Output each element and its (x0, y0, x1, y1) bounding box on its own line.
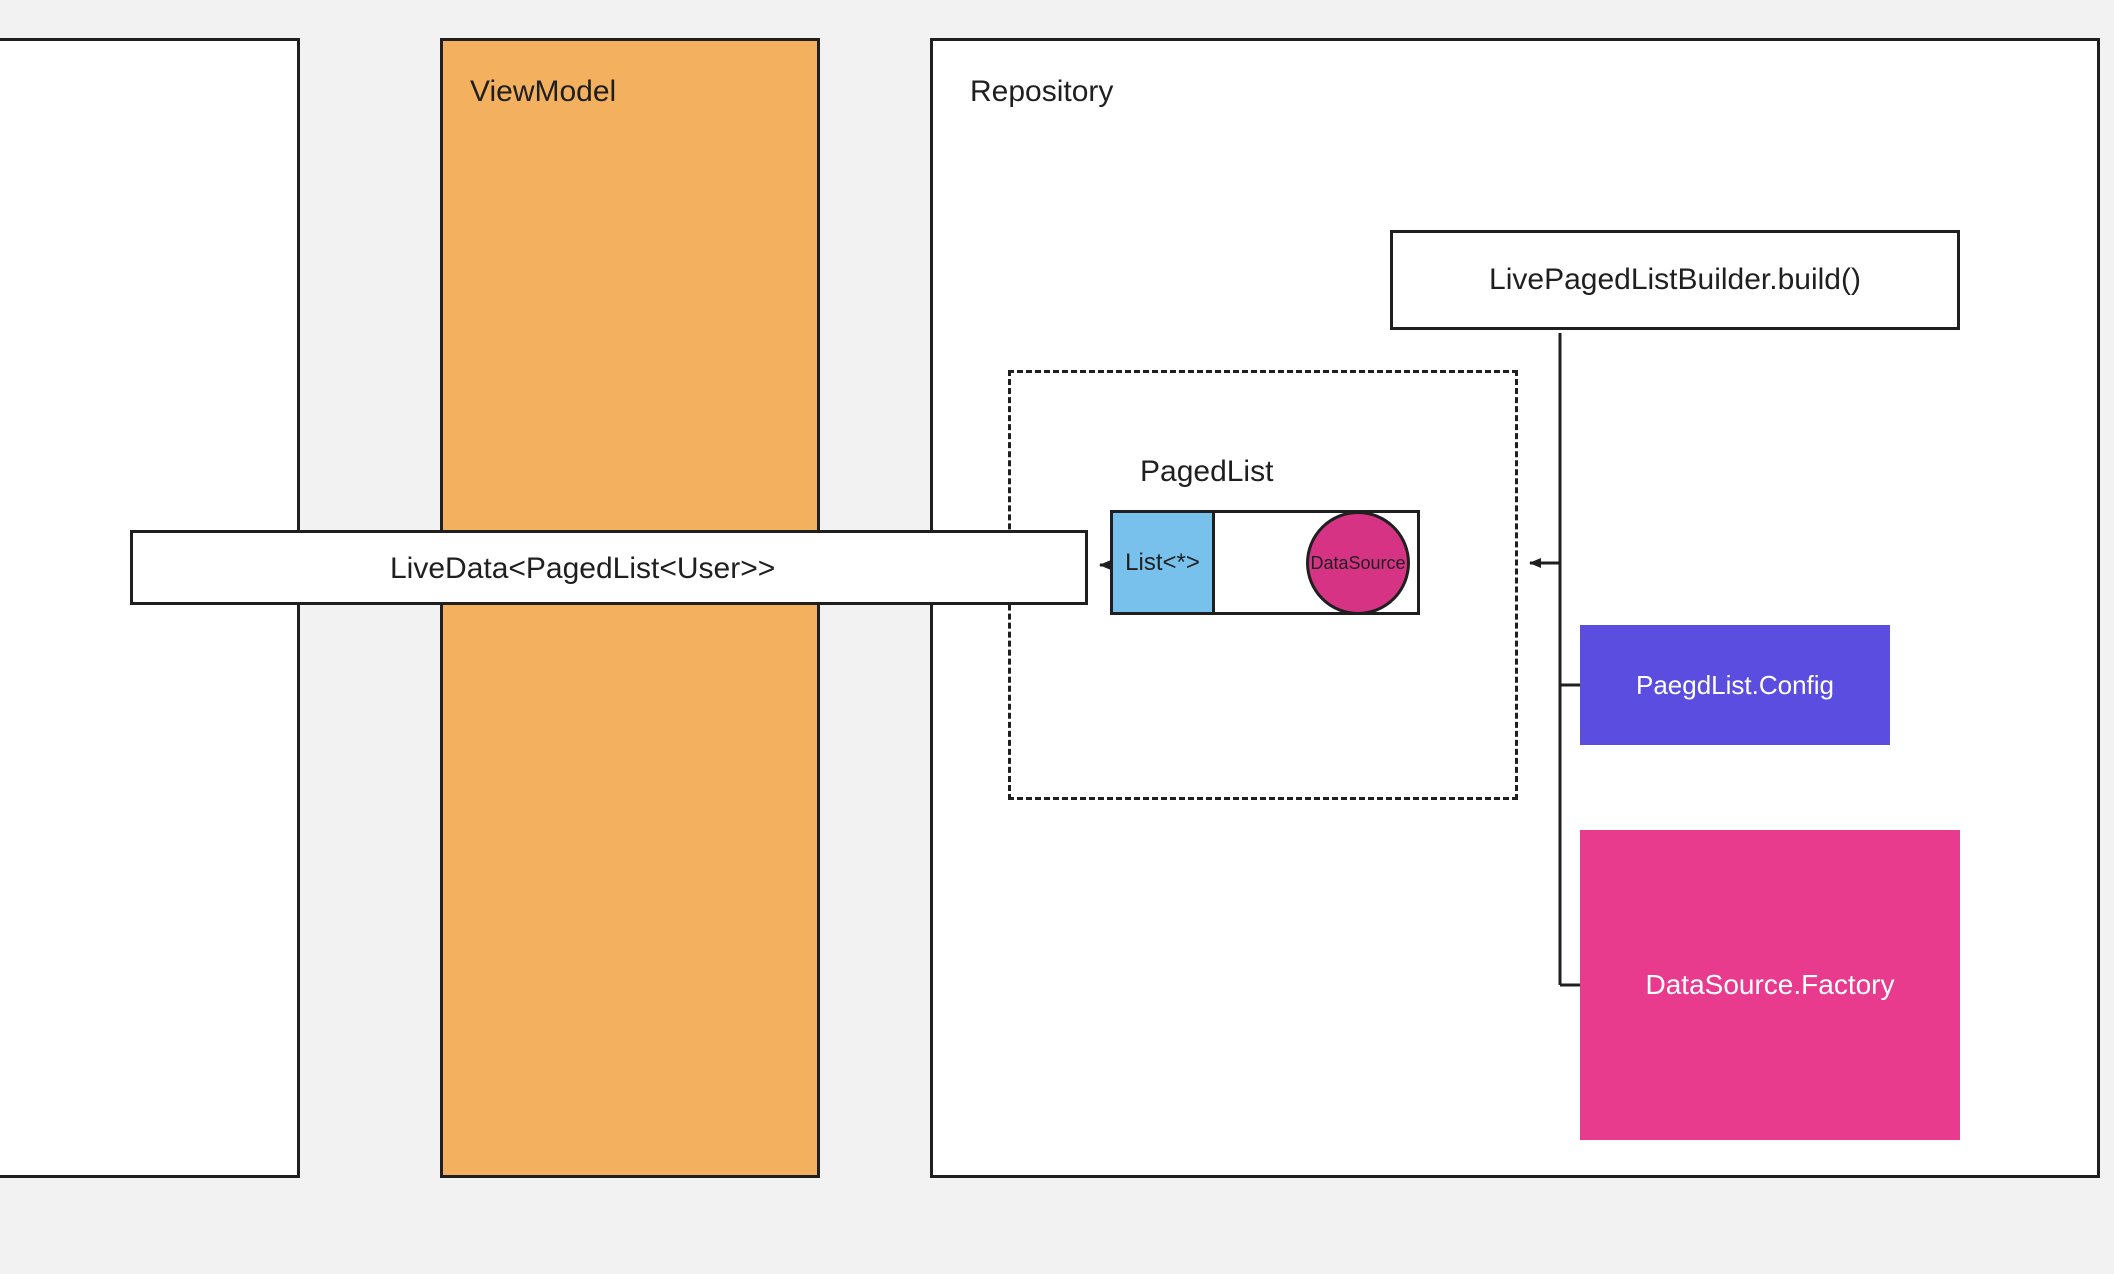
config-box: PaegdList.Config (1580, 625, 1890, 745)
viewmodel-box (440, 38, 820, 1178)
config-label: PaegdList.Config (1636, 670, 1834, 701)
factory-label: DataSource.Factory (1646, 969, 1895, 1001)
datasource-circle: DataSource (1306, 511, 1410, 615)
livedata-label: LiveData<PagedList<User>> (390, 552, 775, 586)
builder-label: LivePagedListBuilder.build() (1489, 263, 1861, 297)
builder-box: LivePagedListBuilder.build() (1390, 230, 1960, 330)
factory-box: DataSource.Factory (1580, 830, 1960, 1140)
left-partial-box (0, 38, 300, 1178)
diagram-canvas: ViewModel Repository LivePagedListBuilde… (0, 0, 2114, 1274)
repository-label: Repository (970, 75, 1113, 109)
datasource-circle-label: DataSource (1310, 553, 1405, 574)
viewmodel-label: ViewModel (470, 75, 616, 109)
list-star-box: List<*> (1110, 510, 1215, 615)
list-star-label: List<*> (1125, 549, 1200, 577)
pagedlist-title: PagedList (1140, 455, 1273, 489)
